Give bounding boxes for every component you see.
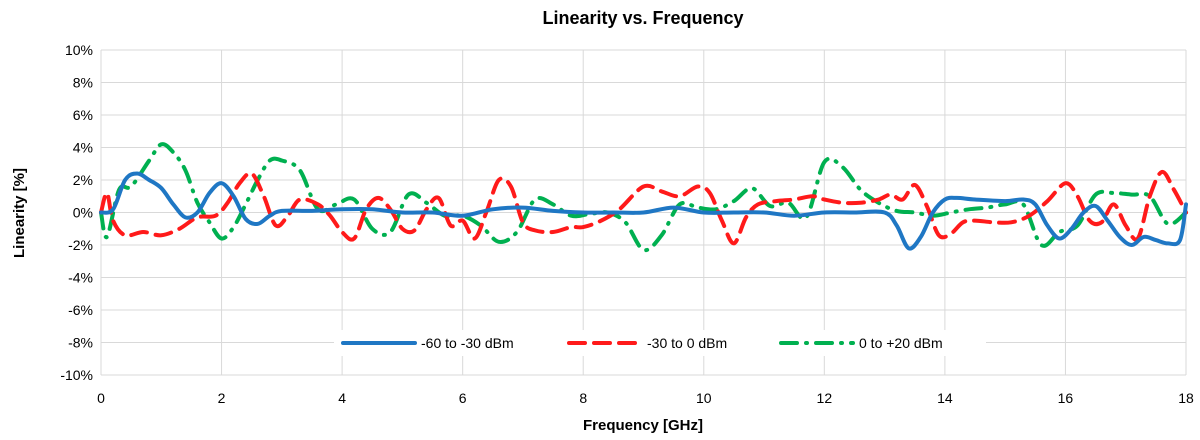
- series-line: [99, 171, 1188, 251]
- y-tick-label: 8%: [73, 75, 93, 91]
- legend: -60 to -30 dBm -30 to 0 dBm 0 to +20 dBm: [334, 330, 986, 356]
- legend-label: -30 to 0 dBm: [647, 335, 727, 351]
- y-tick-label: -2%: [68, 237, 93, 253]
- series-line: [99, 169, 1188, 246]
- x-tick-label: 6: [459, 390, 467, 406]
- x-tick-label: 14: [937, 390, 953, 406]
- x-tick-label: 0: [97, 390, 105, 406]
- x-tick-label: 2: [218, 390, 226, 406]
- x-tick-label: 4: [338, 390, 346, 406]
- y-axis-label: Linearity [%]: [11, 168, 28, 258]
- series-line: [99, 142, 1188, 253]
- y-tick-labels: 10% 8% 6% 4% 2% 0% -2% -4% -6% -8% -10%: [60, 42, 93, 383]
- legend-label: -60 to -30 dBm: [421, 335, 514, 351]
- y-tick-label: -10%: [60, 367, 93, 383]
- x-axis-label: Frequency [GHz]: [583, 417, 703, 434]
- x-tick-label: 16: [1058, 390, 1074, 406]
- x-tick-label: 18: [1178, 390, 1194, 406]
- x-tick-label: 12: [817, 390, 833, 406]
- y-tick-label: 6%: [73, 107, 93, 123]
- x-tick-labels: 0 2 4 6 8 10 12 14 16 18: [97, 390, 1194, 406]
- y-tick-label: 10%: [65, 42, 93, 58]
- series-lines: [99, 142, 1188, 253]
- legend-background: [334, 330, 986, 356]
- y-tick-label: -4%: [68, 270, 93, 286]
- legend-label: 0 to +20 dBm: [859, 335, 943, 351]
- y-tick-label: -8%: [68, 335, 93, 351]
- x-tick-label: 10: [696, 390, 712, 406]
- y-tick-label: 0%: [73, 205, 93, 221]
- y-tick-label: 2%: [73, 172, 93, 188]
- y-tick-label: -6%: [68, 302, 93, 318]
- y-tick-label: 4%: [73, 140, 93, 156]
- chart-title: Linearity vs. Frequency: [542, 8, 743, 28]
- x-tick-label: 8: [579, 390, 587, 406]
